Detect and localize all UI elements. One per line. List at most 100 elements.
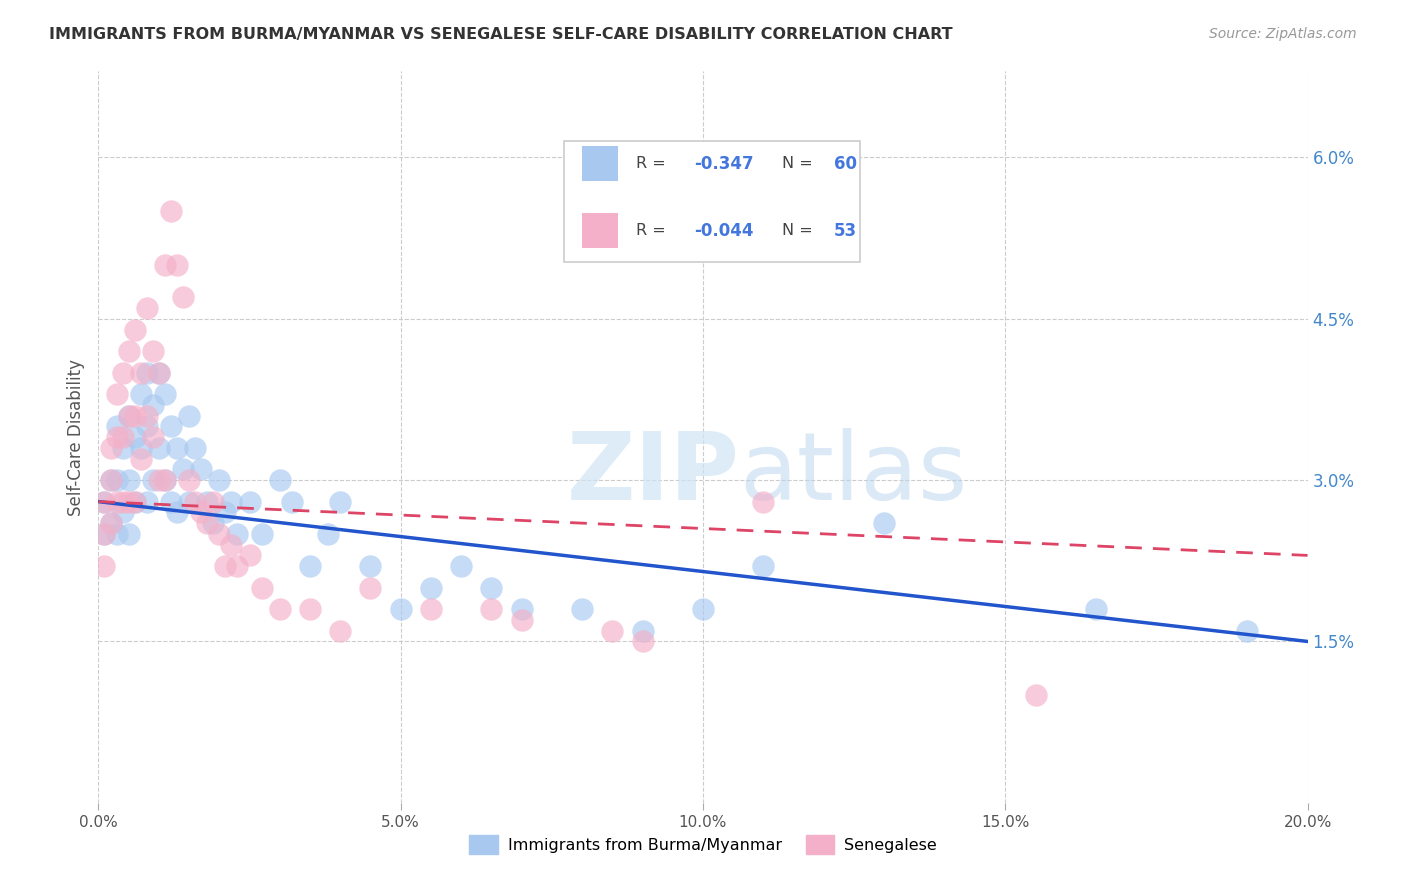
Point: [93, 527, 115, 541]
Point: [214, 559, 236, 574]
Point: [135, 409, 157, 423]
Point: [142, 473, 165, 487]
Point: [360, 581, 382, 595]
Point: [135, 366, 157, 380]
Point: [148, 441, 170, 455]
Point: [135, 301, 157, 315]
Point: [299, 602, 322, 616]
Bar: [582, 213, 619, 248]
Point: [208, 527, 231, 541]
Point: [250, 527, 273, 541]
Point: [221, 494, 243, 508]
Text: IMMIGRANTS FROM BURMA/MYANMAR VS SENEGALESE SELF-CARE DISABILITY CORRELATION CHA: IMMIGRANTS FROM BURMA/MYANMAR VS SENEGAL…: [49, 27, 953, 42]
Point: [172, 290, 194, 304]
Point: [100, 473, 122, 487]
Point: [202, 516, 225, 530]
Point: [360, 559, 382, 574]
Point: [202, 494, 225, 508]
Point: [481, 581, 503, 595]
Point: [329, 624, 352, 638]
Point: [153, 258, 176, 272]
Point: [153, 473, 176, 487]
Point: [124, 430, 146, 444]
Point: [184, 441, 207, 455]
Point: [166, 505, 188, 519]
Point: [631, 624, 654, 638]
Point: [269, 473, 291, 487]
Point: [129, 451, 152, 466]
Point: [105, 494, 128, 508]
Point: [1236, 624, 1258, 638]
Point: [148, 366, 170, 380]
Point: [602, 624, 624, 638]
Point: [179, 409, 201, 423]
Point: [111, 430, 134, 444]
Point: [329, 494, 352, 508]
Point: [571, 602, 593, 616]
Point: [142, 430, 165, 444]
Point: [148, 473, 170, 487]
Point: [160, 204, 183, 219]
Point: [124, 409, 146, 423]
Point: [111, 441, 134, 455]
Point: [100, 473, 122, 487]
Point: [118, 409, 141, 423]
Text: -0.347: -0.347: [695, 154, 754, 172]
Point: [299, 559, 322, 574]
Text: R =: R =: [637, 156, 676, 171]
Point: [166, 441, 188, 455]
Point: [208, 473, 231, 487]
Point: [100, 441, 122, 455]
Point: [1085, 602, 1108, 616]
Legend: Immigrants from Burma/Myanmar, Senegalese: Immigrants from Burma/Myanmar, Senegales…: [463, 829, 943, 861]
Point: [153, 473, 176, 487]
Point: [129, 441, 152, 455]
Point: [692, 602, 714, 616]
Point: [105, 419, 128, 434]
Point: [420, 581, 443, 595]
Point: [93, 527, 115, 541]
Point: [100, 516, 122, 530]
Point: [105, 387, 128, 401]
Point: [118, 344, 141, 359]
Point: [420, 602, 443, 616]
Point: [190, 505, 212, 519]
Point: [105, 527, 128, 541]
Point: [118, 494, 141, 508]
Point: [100, 516, 122, 530]
Point: [316, 527, 339, 541]
Point: [160, 419, 183, 434]
Point: [195, 516, 218, 530]
Point: [124, 494, 146, 508]
Point: [111, 366, 134, 380]
Point: [111, 505, 134, 519]
Point: [129, 387, 152, 401]
Point: [752, 559, 775, 574]
Point: [124, 322, 146, 336]
Point: [269, 602, 291, 616]
Point: [239, 549, 262, 563]
Point: [118, 473, 141, 487]
Point: [118, 409, 141, 423]
Point: [160, 494, 183, 508]
Point: [873, 516, 896, 530]
Point: [142, 398, 165, 412]
Text: ZIP: ZIP: [567, 427, 740, 520]
Point: [214, 505, 236, 519]
Point: [172, 462, 194, 476]
Text: 60: 60: [834, 154, 856, 172]
Point: [179, 473, 201, 487]
Text: Source: ZipAtlas.com: Source: ZipAtlas.com: [1209, 27, 1357, 41]
Text: R =: R =: [637, 223, 676, 238]
Point: [190, 462, 212, 476]
Point: [124, 494, 146, 508]
Point: [184, 494, 207, 508]
Point: [129, 366, 152, 380]
Bar: [582, 146, 619, 181]
Text: atlas: atlas: [740, 427, 967, 520]
Point: [105, 430, 128, 444]
Point: [226, 559, 249, 574]
Point: [1024, 688, 1046, 702]
Point: [93, 559, 115, 574]
Point: [752, 494, 775, 508]
